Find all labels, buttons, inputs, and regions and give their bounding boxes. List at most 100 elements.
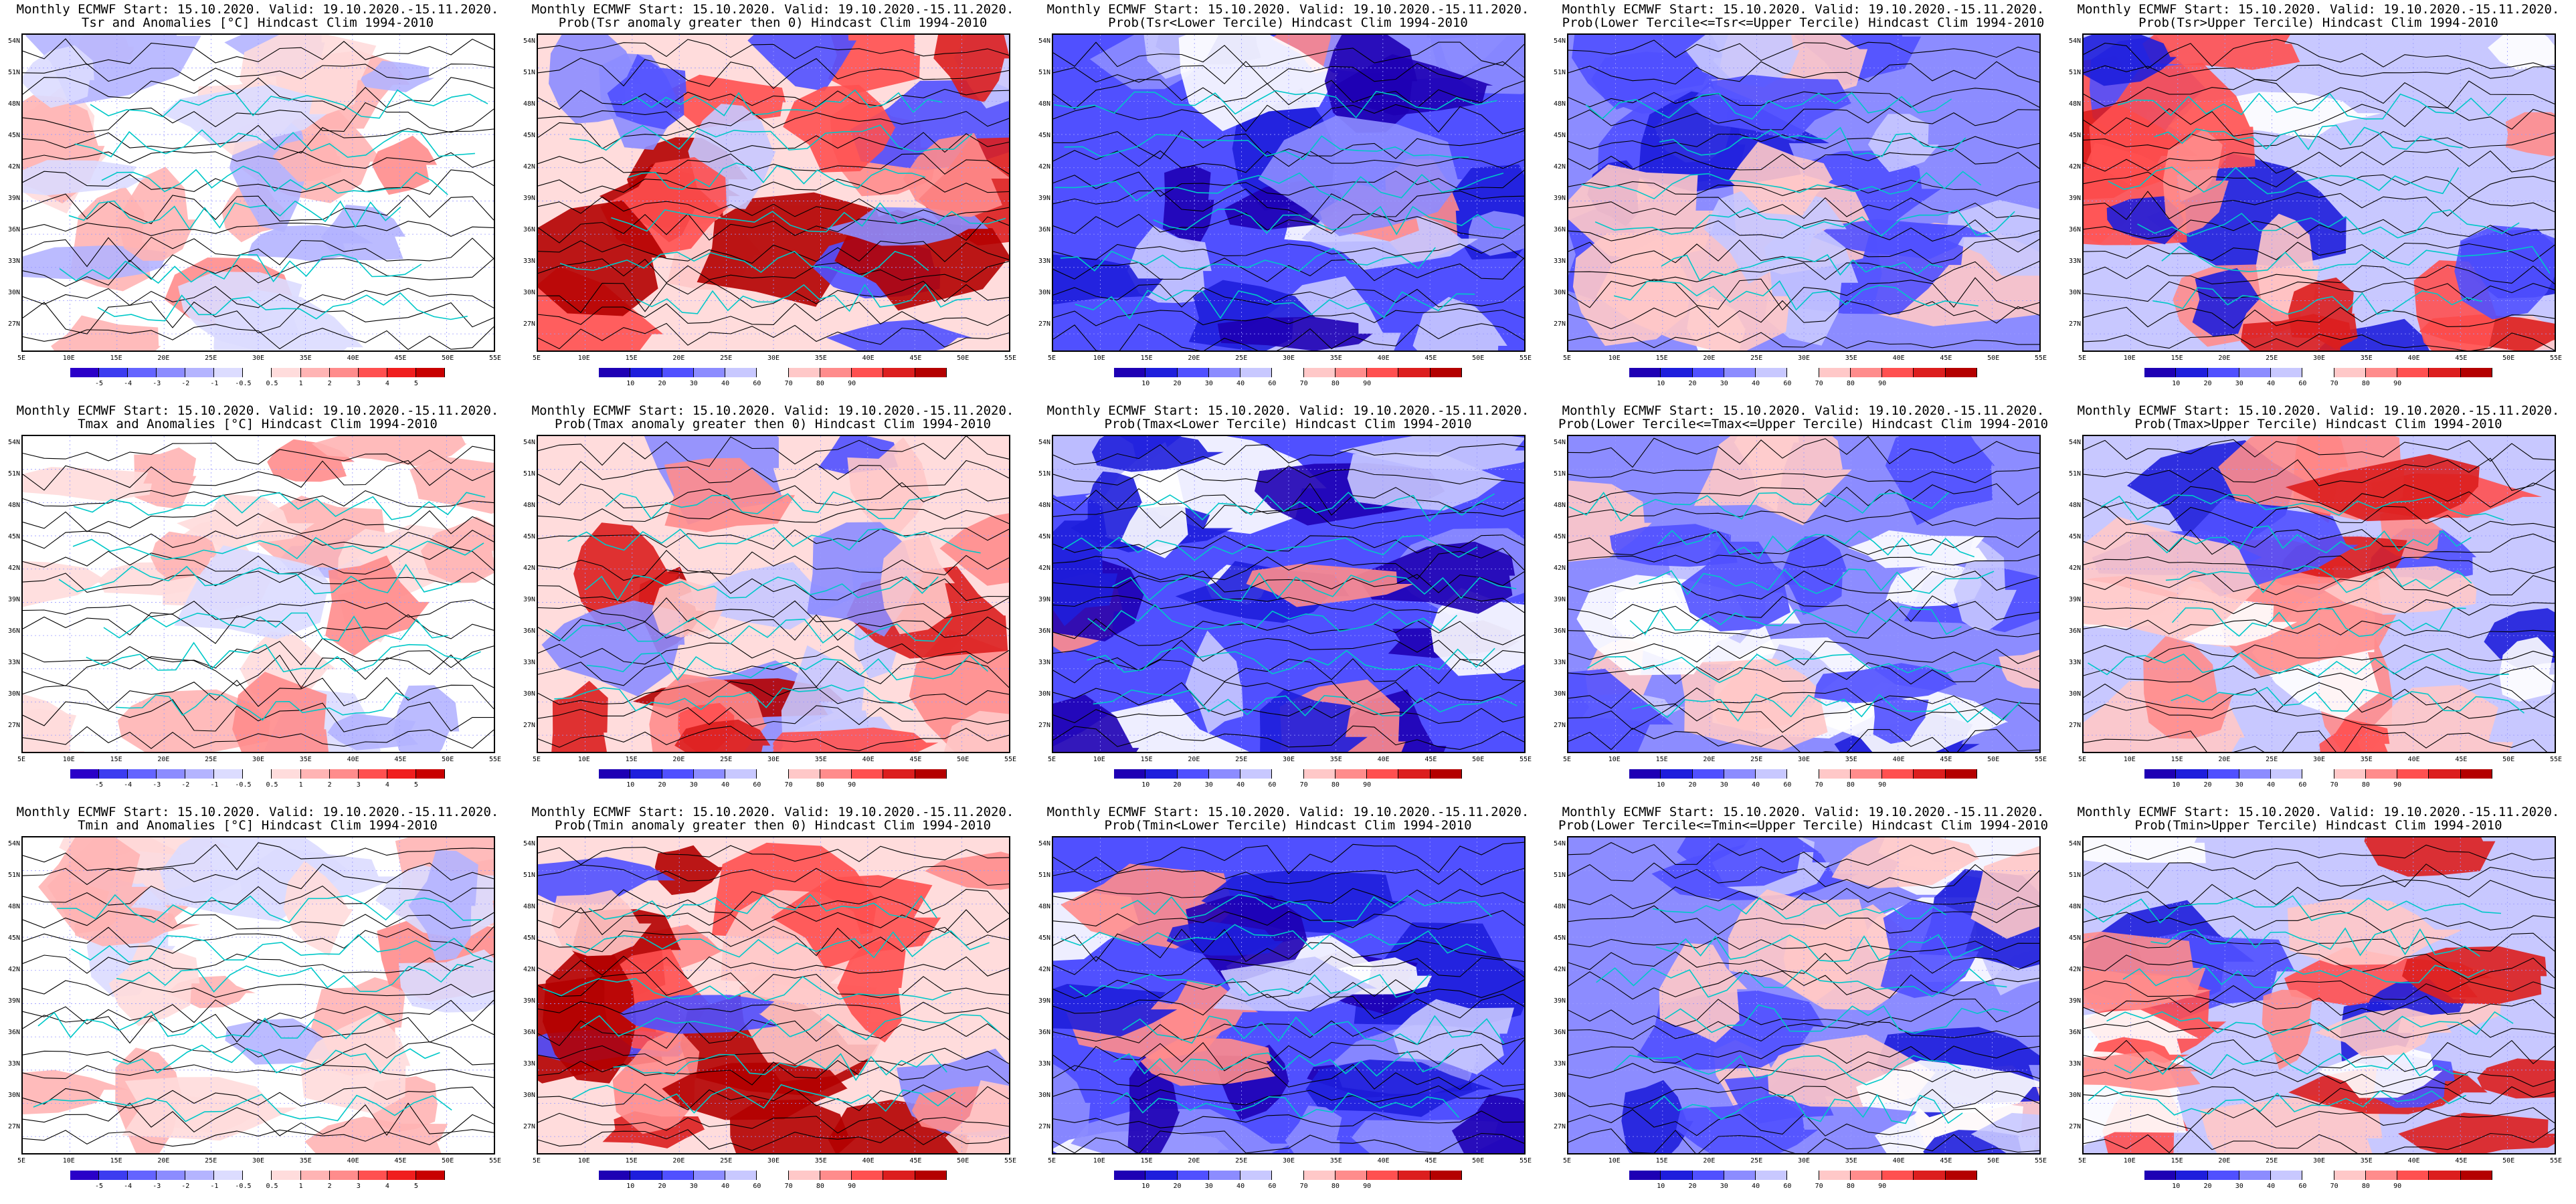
map-panel: Monthly ECMWF Start: 15.10.2020. Valid: … (0, 803, 515, 1204)
isoline (23, 102, 494, 133)
coastline (2161, 245, 2551, 274)
shaded-region (327, 713, 419, 750)
colorbar-swatch (1398, 368, 1431, 377)
panel-title-line1: Monthly ECMWF Start: 15.10.2020. Valid: … (2077, 403, 2560, 418)
shaded-region (1568, 668, 1674, 752)
isoline (1053, 79, 1524, 110)
panel-title-line2: Prob(Tsr anomaly greater then 0) Hindcas… (558, 15, 988, 30)
colorbar-swatch (128, 769, 157, 779)
isoline (538, 508, 1009, 524)
longitude-label: 20E (157, 1157, 170, 1165)
latitude-label: 45N (523, 934, 535, 942)
panel-title-line1: Monthly ECMWF Start: 15.10.2020. Valid: … (16, 403, 499, 418)
longitude-label: 20E (157, 355, 170, 362)
isoline (1053, 483, 1524, 516)
longitude-label: 40E (1377, 756, 1390, 763)
colorbar-tick-label: 90 (1878, 1183, 1887, 1190)
coastline (1659, 126, 1966, 157)
map-field (1568, 436, 2039, 752)
coastline (1587, 654, 2003, 684)
latitude-label: 27N (2068, 320, 2081, 328)
coastline (2100, 494, 2504, 521)
isoline (538, 907, 1009, 936)
colorbar-tick-label: 60 (2298, 380, 2307, 387)
colorbar-swatch (915, 1171, 947, 1180)
colorbar-swatch (214, 1171, 244, 1180)
latitude-label: 42N (7, 565, 20, 572)
shaded-region (2106, 196, 2185, 245)
longitude-label: 40E (2407, 1157, 2420, 1165)
panel-title-line2: Prob(Lower Tercile<=Tmax<=Upper Tercile)… (1558, 417, 2049, 431)
colorbar-tick-label: 70 (784, 781, 793, 789)
map-panel: Monthly ECMWF Start: 15.10.2020. Valid: … (1546, 803, 2061, 1204)
latitude-label: 48N (523, 502, 535, 509)
isoline (2084, 932, 2555, 952)
latitude-label: 36N (2068, 226, 2081, 233)
colorbar-swatch (2271, 368, 2303, 377)
coastline (543, 976, 951, 1001)
colorbar-swatch (2397, 368, 2429, 377)
colorbar-tick-label: -1 (210, 781, 219, 789)
map-field (1568, 837, 2039, 1153)
colorbar-tick-label: -4 (124, 380, 132, 387)
colorbar-tick-label: 10 (1141, 781, 1150, 789)
shaded-region (1087, 471, 1142, 547)
isoline (1053, 1110, 1524, 1128)
latitude-label: 39N (2068, 195, 2081, 202)
isoline (2084, 219, 2555, 239)
coastline (1087, 646, 1495, 675)
isoline (538, 681, 1009, 706)
colorbar-tick-label: 30 (1720, 380, 1728, 387)
colorbar-swatch (214, 368, 244, 377)
panel-title-line1: Monthly ECMWF Start: 15.10.2020. Valid: … (1046, 2, 1530, 17)
isoline (2084, 952, 2555, 981)
isoline (538, 280, 1009, 314)
coastline (2084, 895, 2502, 924)
longitude-label: 45E (1424, 1157, 1437, 1165)
isoline (1053, 910, 1524, 930)
longitude-label: 5E (1562, 1157, 1572, 1165)
longitude-label: 15E (110, 1157, 122, 1165)
longitude-label: 55E (488, 355, 502, 362)
latitude-label: 33N (1553, 659, 1566, 666)
map-panel: Monthly ECMWF Start: 15.10.2020. Valid: … (2061, 401, 2576, 803)
longitude-label: 15E (625, 355, 638, 362)
colorbar-tick-label: 70 (1815, 1183, 1823, 1190)
latitude-label: 54N (7, 439, 20, 446)
latitude-label: 27N (7, 1123, 20, 1130)
isoline (23, 546, 494, 575)
latitude-label: 36N (1553, 1029, 1566, 1036)
colorbar-tick-label: 20 (1688, 380, 1697, 387)
map-field (1053, 837, 1524, 1153)
shaded-region (1677, 837, 1819, 888)
panel-title-line2: Prob(Tmax anomaly greater then 0) Hindca… (554, 417, 992, 431)
longitude-label: 15E (1140, 355, 1153, 362)
colorbar-tick-label: 1 (298, 380, 303, 387)
map-field (2084, 35, 2555, 350)
colorbar-swatch (2429, 368, 2461, 377)
isoline (23, 64, 494, 82)
longitude-label: 45E (2455, 355, 2468, 362)
coastline (73, 492, 486, 520)
colorbar-swatch (1367, 368, 1399, 377)
longitude-label: 20E (1703, 1157, 1716, 1165)
colorbar-tick-label: 90 (848, 380, 856, 387)
map-frame (1052, 33, 1526, 352)
latitude-label: 45N (523, 533, 535, 540)
isoline (2084, 482, 2555, 512)
colorbar-swatch (387, 1171, 416, 1180)
colorbar-swatch (2207, 769, 2239, 779)
colorbar-tick-label: 30 (1720, 1183, 1728, 1190)
shaded-region (2364, 837, 2496, 877)
latitude-label: 27N (1553, 320, 1566, 328)
isoline (2084, 862, 2555, 889)
longitude-label: 30E (2312, 355, 2326, 362)
longitude-label: 50E (2502, 1157, 2515, 1165)
latitude-label: 48N (7, 100, 20, 108)
panel-title-line2: Prob(Tmax>Upper Tercile) Hindcast Clim 1… (2134, 417, 2502, 431)
isoline (2084, 619, 2555, 639)
colorbar-tick-label: 20 (1173, 1183, 1182, 1190)
panel-title-line1: Monthly ECMWF Start: 15.10.2020. Valid: … (2077, 805, 2560, 819)
colorbar-swatch (1303, 769, 1336, 779)
longitude-label: 5E (532, 756, 541, 763)
